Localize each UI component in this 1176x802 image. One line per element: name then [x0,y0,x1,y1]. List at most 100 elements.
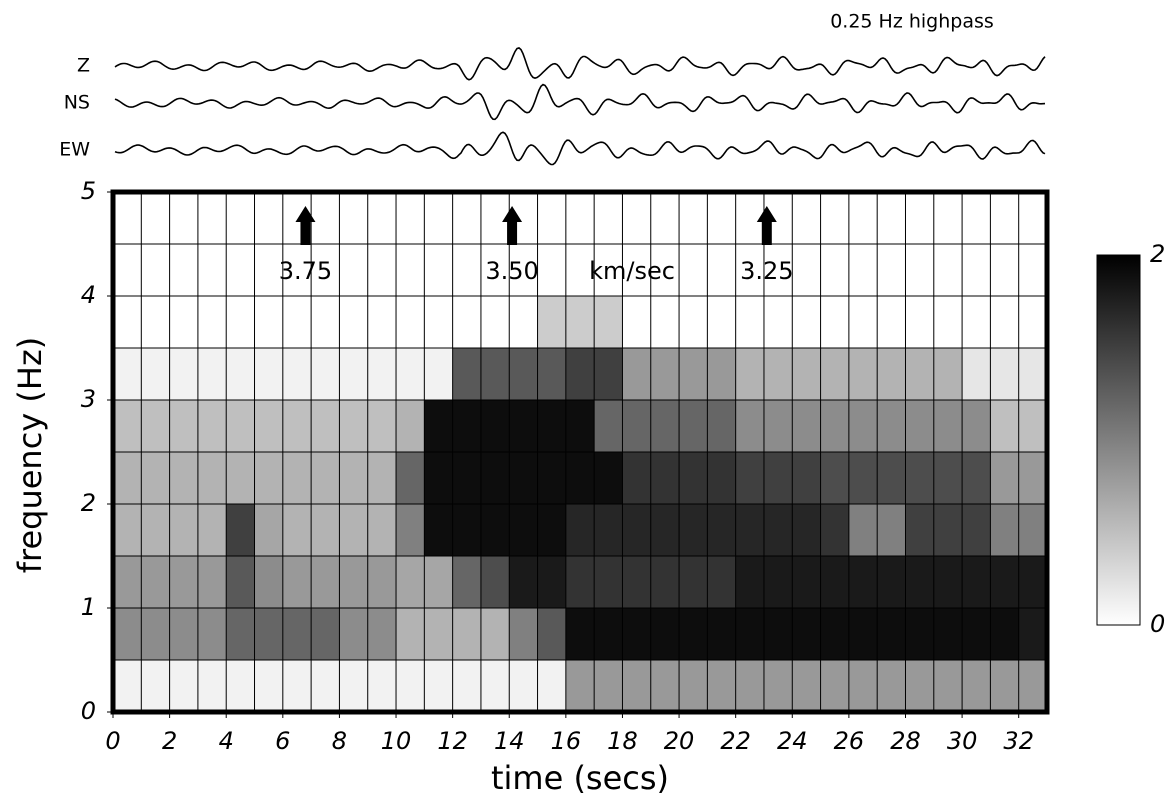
heatmap-cell [679,192,708,245]
colorbar [1096,254,1141,626]
x-tick-label: 26 [834,727,865,755]
heatmap-cell [169,192,199,245]
heatmap-cell [396,504,425,557]
heatmap-cell [169,660,199,713]
heatmap-cell [367,556,397,609]
heatmap-cell [594,504,623,557]
y-tick-label: 0 [81,697,96,725]
heatmap-cell [311,296,340,349]
heatmap-cell [679,608,708,661]
trace [114,131,1046,166]
x-tick-label: 8 [332,727,347,755]
heatmap-cell [367,244,397,297]
heatmap-cell [367,504,397,557]
heatmap-cell [141,348,171,401]
heatmap-cell [1018,400,1048,453]
heatmap-cell [509,400,539,453]
heatmap-cell [254,296,284,349]
x-tick-label: 4 [219,727,234,755]
heatmap-cell [707,296,737,349]
heatmap-cell [452,296,482,349]
heatmap-cell [990,192,1020,245]
heatmap-cell [396,244,425,297]
heatmap-cell [990,400,1020,453]
heatmap-cell [339,244,369,297]
heatmap-cell [565,244,595,297]
x-tick-label: 20 [664,727,695,755]
heatmap-cell [141,400,171,453]
colorbar-tick-label: 0 [1150,610,1165,638]
heatmap-cell [1018,296,1048,349]
heatmap-cell [905,348,935,401]
heatmap-cell [990,244,1020,297]
heatmap-cell [990,296,1020,349]
heatmap-cell [962,348,991,401]
heatmap-cell [565,608,595,661]
heatmap-cell [339,504,369,557]
heatmap-cell [113,348,142,401]
heatmap-cell [707,452,737,505]
heatmap-cell [650,192,680,245]
heatmap-cell [367,452,397,505]
heatmap-cell [452,192,482,245]
heatmap-cell [282,400,312,453]
heatmap-cell [452,608,482,661]
x-tick-label: 32 [1003,727,1034,755]
heatmap-cell [396,400,425,453]
heatmap-cell [113,296,142,349]
heatmap-cell [707,660,737,713]
heatmap-cell [848,452,878,505]
y-tick-label: 1 [81,593,96,621]
heatmap-cell [197,660,227,713]
heatmap-cell [820,296,850,349]
heatmap-cell [565,192,595,245]
heatmap-cell [622,660,652,713]
heatmap-cell [594,608,623,661]
heatmap-cell [509,452,539,505]
heatmap-cell [905,244,935,297]
heatmap-cell [197,504,227,557]
heatmap-cell [820,556,850,609]
heatmap-cell [848,244,878,297]
heatmap-cell [650,400,680,453]
heatmap-cell [565,452,595,505]
heatmap-cell [735,452,765,505]
heatmap-cell [367,348,397,401]
heatmap-cell [820,452,850,505]
heatmap-cell [169,244,199,297]
heatmap-cell [367,296,397,349]
heatmap-cell [226,556,256,609]
heatmap-cell [367,192,397,245]
heatmap-cell [339,556,369,609]
heatmap-cell [169,400,199,453]
heatmap-cell [452,400,482,453]
heatmap-cell [1018,452,1048,505]
heatmap-cell [226,296,256,349]
heatmap-cell [311,348,340,401]
heatmap-cell [650,556,680,609]
heatmap-cell [679,296,708,349]
heatmap-cell [650,348,680,401]
heatmap-cell [141,192,171,245]
heatmap-cell [396,192,425,245]
heatmap-cell [537,660,567,713]
heatmap-cell [990,348,1020,401]
heatmap-cell [679,400,708,453]
heatmap-cell [537,192,567,245]
heatmap-cell [1018,608,1048,661]
heatmap-cell [933,400,963,453]
heatmap-cell [707,556,737,609]
heatmap-cell [565,348,595,401]
heatmap-cell [197,400,227,453]
x-tick-label: 24 [777,727,808,755]
heatmap-cell [141,244,171,297]
heatmap-cell [396,296,425,349]
heatmap-cell [763,452,793,505]
heatmap-cell [509,296,539,349]
heatmap-cell [254,192,284,245]
heatmap-cell [990,504,1020,557]
trace-label: NS [64,92,90,114]
x-tick-label: 0 [105,727,120,755]
heatmap-cell [1018,348,1048,401]
